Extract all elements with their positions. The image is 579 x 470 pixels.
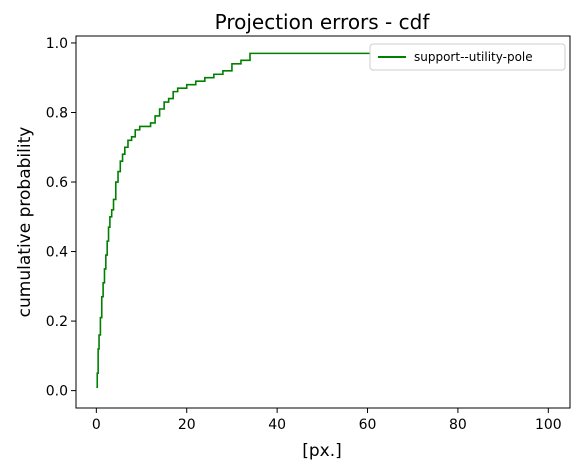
x-tick-label: 20 [178,417,196,433]
y-tick-label: 0.6 [46,175,68,191]
legend-box [369,43,566,71]
series-line-support-utility-pole [96,52,544,388]
chart-title: Projection errors - cdf [215,10,431,34]
tick-group: 0 20 40 60 80 100 0.0 0.2 0.4 0.6 0.8 1.0 [46,36,562,433]
x-tick-label: 0 [92,417,101,433]
x-tick-label: 40 [268,417,286,433]
y-tick-label: 0.2 [46,314,68,330]
x-tick-label: 80 [449,417,467,433]
y-tick-label: 0.0 [46,384,68,400]
x-axis-label: [px.] [302,441,342,461]
legend-label: support--utility-pole [414,50,533,64]
legend: support--utility-pole [369,43,566,71]
y-axis-label: cumulative probability [15,127,35,318]
y-tick-label: 0.4 [46,245,68,261]
x-tick-label: 100 [535,417,562,433]
x-tick-label: 60 [359,417,377,433]
y-tick-label: 1.0 [46,36,68,52]
y-tick-label: 0.8 [46,105,68,121]
plot-area [75,35,571,409]
